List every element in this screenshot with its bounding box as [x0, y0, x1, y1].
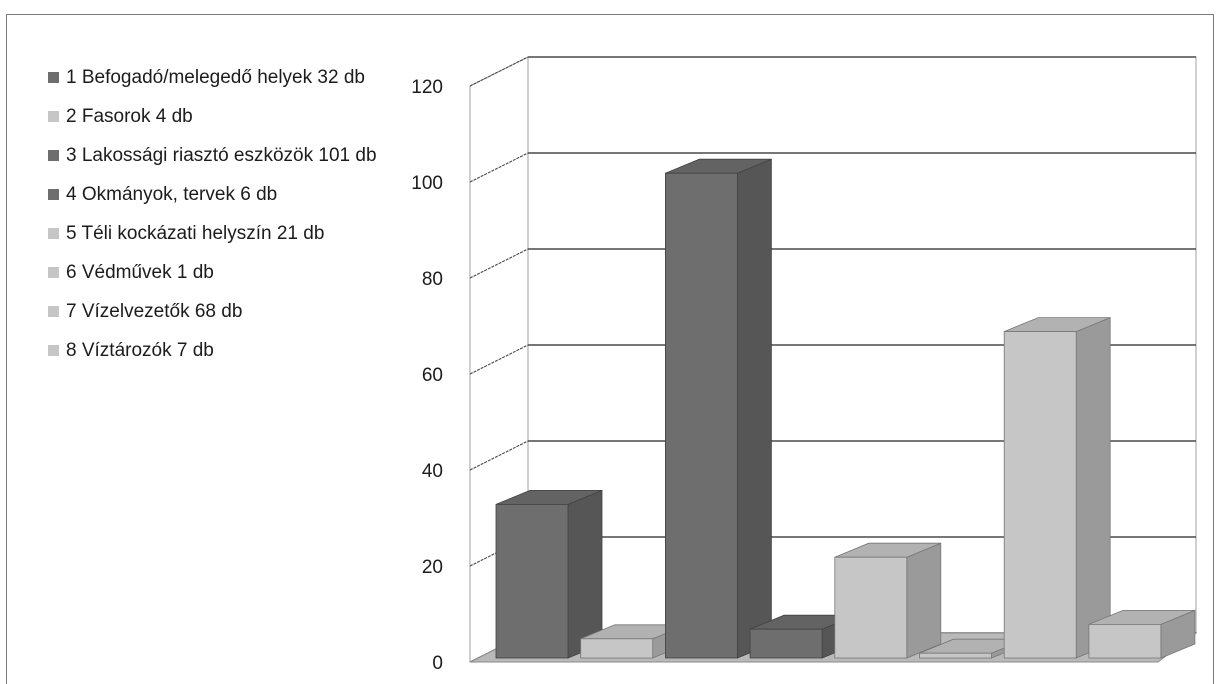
legend-swatch-6: [48, 267, 59, 278]
legend-label-2: 2 Fasorok 4 db: [66, 106, 193, 127]
legend-item-4: 4 Okmányok, tervek 6 db: [48, 183, 388, 207]
legend-item-3: 3 Lakossági riasztó eszközök 101 db: [48, 144, 388, 168]
legend-label-5: 5 Téli kockázati helyszín 21 db: [66, 223, 325, 244]
side-gridline-5: [469, 152, 529, 183]
legend-item-5: 5 Téli kockázati helyszín 21 db: [48, 222, 388, 246]
bar-7: [1003, 317, 1111, 659]
bar-front-4: [749, 628, 823, 659]
legend-label-6: 6 Védművek 1 db: [66, 262, 214, 283]
side-gridline-6: [469, 56, 529, 87]
legend-swatch-7: [48, 306, 59, 317]
legend-swatch-2: [48, 111, 59, 122]
legend-swatch-3: [48, 150, 59, 161]
y-tick-label-5: 100: [411, 173, 443, 194]
bars: [495, 158, 1196, 659]
bar-front-6: [919, 652, 992, 659]
bar-front-2: [580, 638, 654, 659]
legend-item-1: 1 Befogadó/melegedő helyek 32 db: [48, 66, 388, 90]
legend-label-8: 8 Víztározók 7 db: [66, 340, 214, 361]
legend-swatch-1: [48, 72, 59, 83]
bar-front-5: [834, 556, 908, 659]
legend-item-6: 6 Védművek 1 db: [48, 261, 388, 285]
legend-label-4: 4 Okmányok, tervek 6 db: [66, 184, 278, 205]
bar-side-5: [906, 542, 942, 659]
chart-legend: 1 Befogadó/melegedő helyek 32 db 2 Fasor…: [48, 66, 388, 378]
bar-front-8: [1088, 624, 1162, 659]
y-tick-label-6: 120: [411, 77, 443, 98]
side-gridline-3: [469, 344, 529, 375]
legend-item-2: 2 Fasorok 4 db: [48, 105, 388, 129]
legend-label-7: 7 Vízelvezetők 68 db: [66, 301, 243, 322]
legend-swatch-8: [48, 345, 59, 356]
legend-swatch-5: [48, 228, 59, 239]
bar-front-3: [665, 172, 738, 659]
bar-side-3: [737, 158, 772, 659]
y-tick-label-0: 0: [432, 653, 443, 674]
y-tick-label-3: 60: [422, 365, 443, 386]
bar-1: [495, 489, 603, 659]
side-gridline-4: [469, 248, 529, 279]
bar-3: [665, 158, 772, 659]
legend-label-1: 1 Befogadó/melegedő helyek 32 db: [66, 67, 365, 88]
legend-label-3: 3 Lakossági riasztó eszközök 101 db: [66, 145, 377, 166]
bar-front-1: [495, 503, 569, 659]
y-tick-label-1: 20: [422, 557, 443, 578]
bar-side-7: [1075, 317, 1111, 659]
y-tick-label-4: 80: [422, 269, 443, 290]
legend-item-7: 7 Vízelvezetők 68 db: [48, 300, 388, 324]
side-gridline-2: [469, 440, 529, 471]
legend-item-8: 8 Víztározók 7 db: [48, 339, 388, 363]
chart-frame: [6, 14, 1214, 684]
legend-swatch-4: [48, 189, 59, 200]
bar-8: [1088, 609, 1196, 659]
y-axis-ticks: 0 20 40 60 80 100 120: [411, 77, 443, 674]
bar-front-7: [1003, 331, 1077, 659]
y-tick-label-2: 40: [422, 461, 443, 482]
bar-5: [834, 542, 942, 659]
